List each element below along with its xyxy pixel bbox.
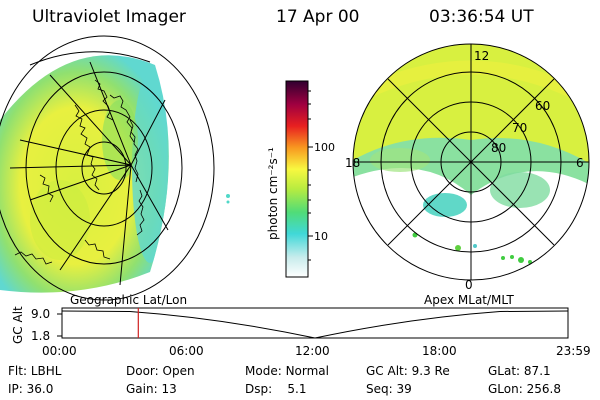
geographic-map: [0, 35, 230, 301]
mlat-label-70: 70: [512, 121, 527, 135]
date-label: 17 Apr 00: [276, 7, 360, 27]
colorbar-tick-10: 10: [314, 230, 328, 243]
info-seq: Seq: 39: [366, 382, 412, 396]
timeline-xtick-0: 00:00: [42, 344, 77, 358]
info-ip: IP: 36.0: [8, 382, 54, 396]
colorbar-unit: photon cm⁻²s⁻¹: [266, 147, 280, 240]
apex-caption: Apex MLat/MLT: [424, 293, 514, 307]
mlat-label-60: 60: [535, 99, 550, 113]
mlt-label-12: 12: [474, 49, 489, 63]
altitude-timeline: 9.0 1.8 GC Alt: [11, 306, 569, 344]
geographic-caption: Geographic Lat/Lon: [70, 293, 188, 307]
timeline-ytick-9: 9.0: [31, 307, 50, 321]
info-mode: Mode: Normal: [245, 364, 329, 378]
timeline-xtick-3: 18:00: [422, 344, 457, 358]
colorbar-tick-100: 100: [314, 141, 335, 154]
timeline-ytitle: GC Alt: [11, 306, 25, 344]
info-flt: Flt: LBHL: [8, 364, 62, 378]
timeline-xtick-1: 06:00: [169, 344, 204, 358]
polar-map: 12 18 6 0 60 70 80: [345, 43, 590, 292]
instrument-title: Ultraviolet Imager: [32, 7, 186, 27]
mlt-label-0: 0: [465, 278, 473, 292]
info-glat: GLat: 87.1: [488, 364, 551, 378]
info-door: Door: Open: [126, 364, 195, 378]
time-label: 03:36:54 UT: [429, 7, 534, 27]
info-glon: GLon: 256.8: [488, 382, 561, 396]
timeline-ytick-1-8: 1.8: [31, 329, 50, 343]
mlt-label-18: 18: [345, 156, 360, 170]
info-gain: Gain: 13: [126, 382, 177, 396]
color-bar: 100 10 photon cm⁻²s⁻¹: [266, 80, 335, 278]
timeline-xtick-4: 23:59: [556, 344, 591, 358]
info-dsp: Dsp: 5.1: [245, 382, 307, 396]
timeline-xtick-2: 12:00: [295, 344, 330, 358]
info-gc-alt: GC Alt: 9.3 Re: [366, 364, 450, 378]
mlat-label-80: 80: [491, 141, 506, 155]
mlt-label-6: 6: [576, 156, 584, 170]
